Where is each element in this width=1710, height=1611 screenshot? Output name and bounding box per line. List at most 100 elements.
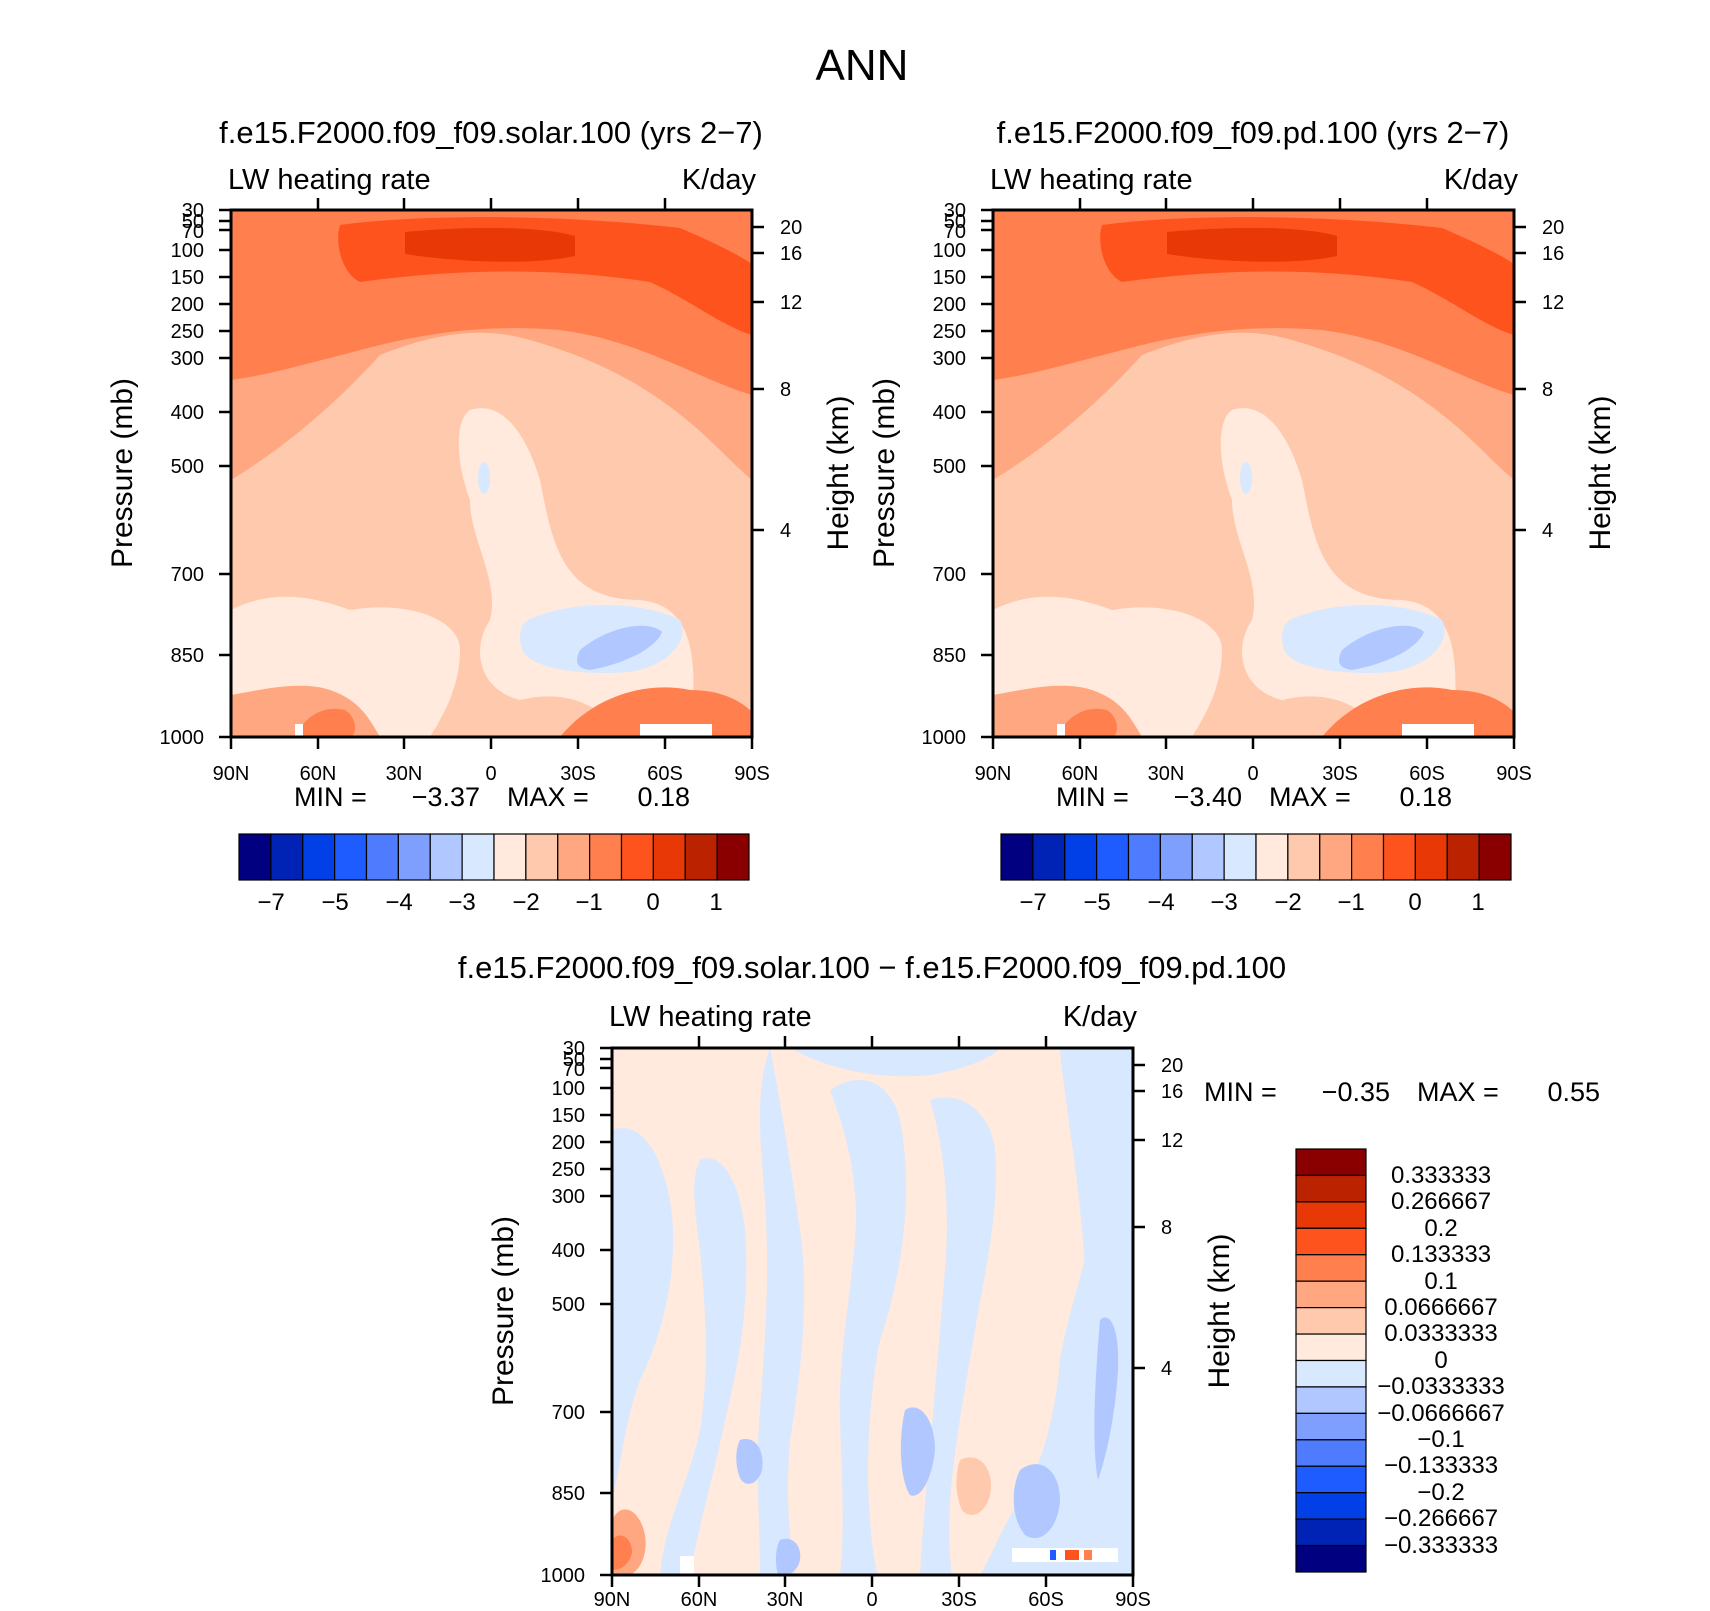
- right-tick-label: 8: [780, 379, 791, 401]
- y-tick-label: 700: [933, 564, 966, 586]
- colorbar-box: [1478, 833, 1512, 881]
- colorbar-box: [1255, 833, 1289, 881]
- y-tick-label: 50: [182, 211, 204, 233]
- colorbar-labels: −7 −5 −4 −3 −2 −1 0 1: [1019, 889, 1484, 916]
- x-tick-label: 90S: [734, 763, 770, 785]
- right-tick-label: 16: [780, 243, 802, 265]
- colorbar-box: [270, 833, 304, 881]
- colorbar: −7 −5 −4 −3 −2 −1 0 1: [238, 833, 750, 916]
- units-label: K/day: [1063, 1001, 1138, 1033]
- x-axis: 90N 60N 30N 0 30S 60S 90S: [975, 737, 1532, 785]
- right-axis: 20 16 12 8 4: [752, 217, 802, 542]
- colorbar: −7 −5 −4 −3 −2 −1 0 1: [1000, 833, 1512, 916]
- colorbar-box: [461, 833, 495, 881]
- top-ticks: [316, 198, 667, 210]
- colorbar-label: −7: [257, 889, 284, 916]
- colorbar-label: −0.133333: [1384, 1452, 1498, 1479]
- colorbar-box: [1295, 1307, 1367, 1335]
- min-label: MIN =: [294, 782, 367, 812]
- y-tick-label: 100: [933, 240, 966, 262]
- colorbar-boxes: [1000, 833, 1512, 881]
- y-tick-label: 500: [933, 456, 966, 478]
- colorbar-box: [1446, 833, 1480, 881]
- y-tick-label: 500: [171, 456, 204, 478]
- y-tick-label: 100: [552, 1078, 585, 1100]
- min-value: −3.40: [1174, 782, 1242, 812]
- colorbar-box: [493, 833, 527, 881]
- colorbar-box: [1191, 833, 1225, 881]
- x-tick-label: 30S: [560, 763, 596, 785]
- max-label: MAX =: [1417, 1077, 1499, 1107]
- colorbar-box: [620, 833, 654, 881]
- top-ticks: [697, 1036, 1048, 1048]
- colorbar-box: [1295, 1412, 1367, 1441]
- y-tick-label: 500: [552, 1294, 585, 1316]
- contour-field: [231, 210, 752, 737]
- colorbar-box: [429, 833, 463, 881]
- colorbar-box: [1351, 833, 1385, 881]
- colorbar-box: [238, 833, 272, 881]
- colorbar-box: [589, 833, 623, 881]
- colorbar-box: [1287, 833, 1321, 881]
- colorbar-label: 0: [1434, 1347, 1447, 1374]
- y-tick-label: 70: [944, 221, 966, 243]
- y-tick-label: 700: [171, 564, 204, 586]
- colorbar-box: [1295, 1492, 1367, 1520]
- variable-label: LW heating rate: [228, 164, 431, 196]
- x-tick-label: 60N: [300, 763, 337, 785]
- y-tick-label: 850: [933, 645, 966, 667]
- max-value: 0.18: [1399, 782, 1452, 812]
- colorbar-box: [1295, 1386, 1367, 1414]
- y-axis-title: Pressure (mb): [487, 1216, 520, 1406]
- y-tick-label: 200: [552, 1132, 585, 1154]
- colorbar-label: −5: [1083, 889, 1110, 916]
- y-axis-title: Pressure (mb): [106, 378, 139, 568]
- colorbar-label: −1: [1337, 889, 1364, 916]
- x-tick-label: 0: [485, 763, 496, 785]
- colorbar-label: −1: [575, 889, 602, 916]
- colorbar-label: 0.133333: [1391, 1241, 1491, 1268]
- colorbar-box: [1127, 833, 1161, 881]
- right-tick-label: 12: [1542, 292, 1564, 314]
- y-tick-label: 300: [933, 348, 966, 370]
- colorbar-box: [716, 833, 750, 881]
- x-tick-label: 30N: [767, 1589, 804, 1611]
- colorbar-label: −0.2: [1417, 1479, 1464, 1506]
- colorbar-box: [1295, 1227, 1367, 1256]
- y-tick-label: 70: [182, 221, 204, 243]
- panel-solar: f.e15.F2000.f09_f09.solar.100 (yrs 2−7) …: [106, 115, 855, 916]
- colorbar-box: [1319, 833, 1353, 881]
- panel-title: f.e15.F2000.f09_f09.solar.100 − f.e15.F2…: [458, 950, 1286, 985]
- colorbar-box: [1032, 833, 1066, 881]
- colorbar-boxes: [1295, 1148, 1367, 1573]
- colorbar-label: 1: [1471, 889, 1484, 916]
- y-tick-label: 1000: [922, 727, 967, 749]
- colorbar-box: [1295, 1518, 1367, 1547]
- y-tick-label: 150: [933, 267, 966, 289]
- max-value: 0.18: [637, 782, 690, 812]
- colorbar-label: −5: [321, 889, 348, 916]
- y-tick-label: 250: [933, 321, 966, 343]
- colorbar-label: −0.0333333: [1377, 1373, 1504, 1400]
- right-axis-title: Height (km): [1203, 1233, 1236, 1388]
- y-tick-label: 300: [171, 348, 204, 370]
- colorbar-label: −7: [1019, 889, 1046, 916]
- colorbar-label: −0.1: [1417, 1426, 1464, 1453]
- colorbar-box: [1159, 833, 1193, 881]
- colorbar-label: −3: [448, 889, 475, 916]
- y-tick-label: 30: [944, 200, 966, 222]
- y-tick-label: 700: [552, 1402, 585, 1424]
- colorbar-label: −2: [1274, 889, 1301, 916]
- right-tick-label: 12: [780, 292, 802, 314]
- x-tick-label: 60S: [647, 763, 683, 785]
- min-label: MIN =: [1056, 782, 1129, 812]
- x-tick-label: 60N: [1062, 763, 1099, 785]
- x-tick-label: 90N: [594, 1589, 631, 1611]
- x-axis: 90N 60N 30N 0 30S 60S 90S: [594, 1575, 1151, 1611]
- colorbar-box: [397, 833, 431, 881]
- min-value: −0.35: [1322, 1077, 1390, 1107]
- min-value: −3.37: [412, 782, 480, 812]
- units-label: K/day: [682, 164, 757, 196]
- y-tick-label: 50: [563, 1049, 585, 1071]
- colorbar-label: 0.266667: [1391, 1188, 1491, 1215]
